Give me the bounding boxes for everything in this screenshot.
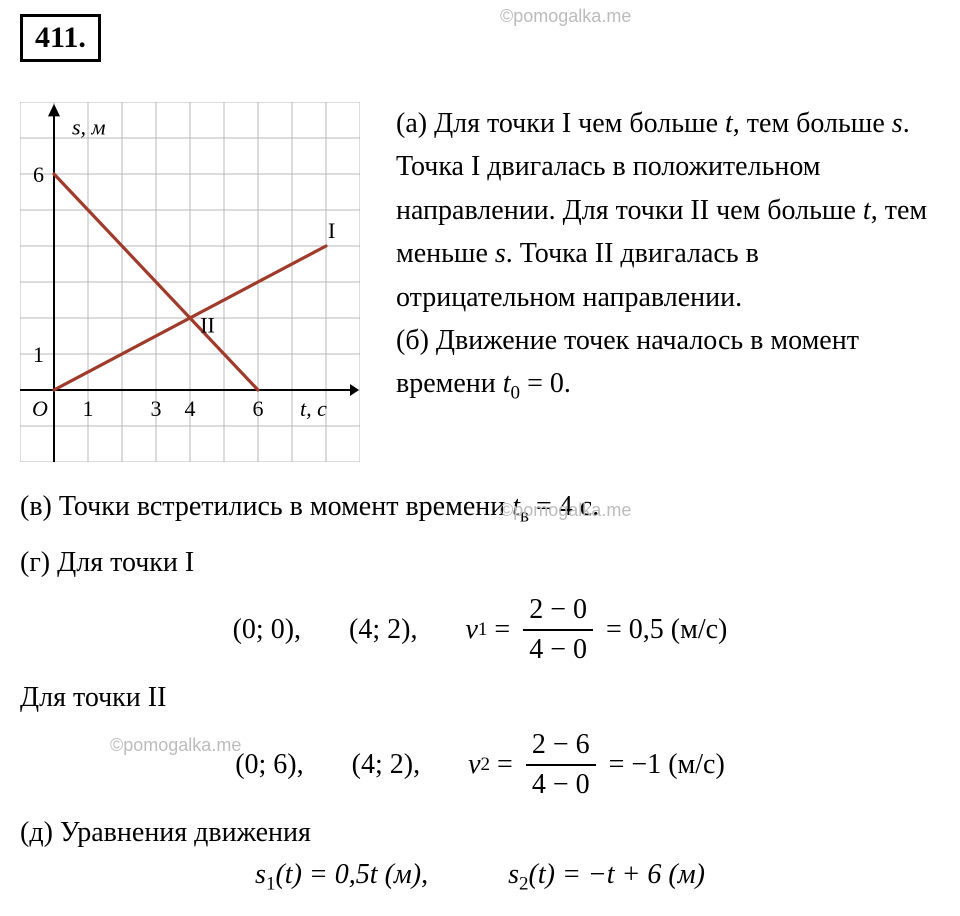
g1-v-var: v: [465, 614, 477, 646]
g2-velocity: v2 = 2 − 6 4 − 0 = −1 (м/с): [468, 728, 725, 801]
s2-sub: 2: [519, 874, 529, 895]
g1-point1: (0; 0),: [233, 614, 301, 646]
heading-g1: (г) Для точки I: [16, 547, 944, 579]
g2-result: [602, 749, 609, 781]
text-a-1: Для точки I чем больше: [434, 108, 725, 139]
text-b-eq: = 0.: [520, 368, 571, 399]
label-a: (а): [396, 108, 427, 139]
g1-result: [599, 614, 606, 646]
svg-text:O: O: [32, 396, 48, 421]
var-t-1: t: [725, 108, 733, 139]
svg-text:4: 4: [185, 396, 196, 421]
chart-container: 134616Os, мt, сIII: [16, 102, 370, 467]
problem-number-box: 411.: [20, 14, 101, 62]
label-b: (б): [396, 325, 429, 356]
svg-text:6: 6: [33, 162, 44, 187]
watermark-mid: ©pomogalka.me: [500, 500, 631, 521]
watermark-top: ©pomogalka.me: [500, 6, 631, 27]
svg-text:s, м: s, м: [72, 114, 106, 139]
text-a-2: , тем больше: [733, 108, 892, 139]
g1-result-text: = 0,5 (м/с): [606, 614, 727, 646]
g2-num: 2 − 6: [526, 728, 596, 762]
paragraphs-ab: (а) Для точки I чем больше t, тем больше…: [370, 102, 944, 408]
var-s-1: s: [892, 108, 903, 139]
svg-text:t, с: t, с: [300, 396, 327, 421]
g2-v-var: v: [468, 749, 480, 781]
watermark-lower: ©pomogalka.me: [110, 735, 241, 756]
g2-bar: [526, 764, 596, 766]
g2-point2: (4; 2),: [352, 749, 420, 781]
g2-fraction: 2 − 6 4 − 0: [526, 728, 596, 801]
label-v: (в): [20, 491, 52, 522]
svg-text:6: 6: [253, 396, 264, 421]
var-t0-sub: 0: [511, 383, 521, 404]
g1-v-sub: 1: [478, 619, 488, 641]
s2-var: s: [508, 859, 519, 890]
g2-result-text: = −1 (м/с): [609, 749, 725, 781]
g1-num: 2 − 0: [523, 593, 593, 627]
heading-d: (д) Уравнения движения: [16, 817, 944, 849]
var-t0: t: [503, 368, 511, 399]
motion-chart: 134616Os, мt, сIII: [20, 102, 360, 462]
text-b-1: Движение точек началось в момент времени: [396, 325, 859, 399]
line-v: (в) Точки встретились в момент времени t…: [16, 485, 944, 531]
heading-g2: Для точки II: [16, 682, 944, 714]
top-row: 134616Os, мt, сIII (а) Для точки I чем б…: [16, 102, 944, 467]
math-row-g1: (0; 0), (4; 2), v1 = 2 − 0 4 − 0 = 0,5 (…: [16, 593, 944, 666]
svg-text:II: II: [200, 312, 215, 337]
svg-text:1: 1: [83, 396, 94, 421]
s1-rest: (t) = 0,5t (м),: [275, 859, 428, 890]
var-s-2: s: [495, 238, 506, 269]
text-v: Точки встретились в момент времени: [59, 491, 512, 522]
svg-text:1: 1: [33, 342, 44, 367]
svg-text:3: 3: [151, 396, 162, 421]
g2-v-sub: 2: [481, 754, 491, 776]
g2-equals: =: [490, 749, 520, 781]
var-t-2: t: [863, 195, 871, 226]
g1-point2: (4; 2),: [349, 614, 417, 646]
svg-text:I: I: [328, 218, 335, 243]
g1-bar: [523, 629, 593, 631]
g2-den: 4 − 0: [526, 768, 596, 802]
g2-point1: (0; 6),: [235, 749, 303, 781]
g1-equals: =: [487, 614, 517, 646]
g1-velocity: v1 = 2 − 0 4 − 0 = 0,5 (м/с): [465, 593, 727, 666]
g1-fraction: 2 − 0 4 − 0: [523, 593, 593, 666]
s2-rest: (t) = −t + 6 (м): [529, 859, 705, 890]
s1-var: s: [255, 859, 266, 890]
g1-den: 4 − 0: [523, 633, 593, 667]
